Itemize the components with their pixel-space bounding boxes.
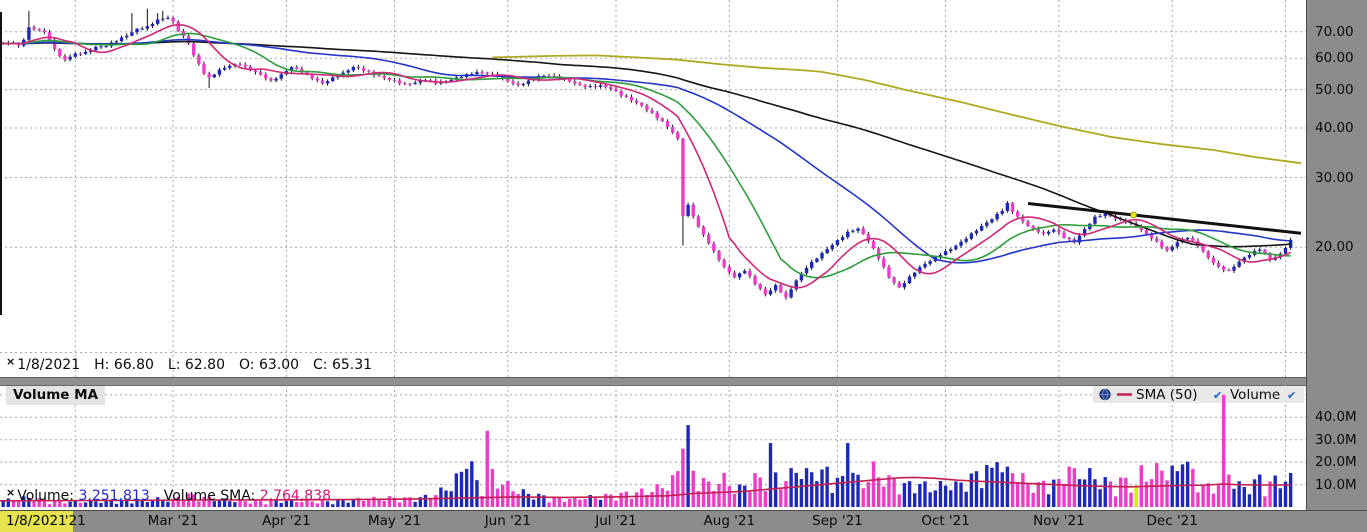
month-label: Jul '21 (595, 513, 637, 529)
price-tick-70: 70.00 (1315, 23, 1354, 40)
legend-volume-label: Volume (1230, 387, 1280, 403)
volume-gridlines (0, 385, 1306, 509)
legend-sma-label: SMA (50) (1136, 387, 1197, 403)
volume-info-row: × Volume: 3,251,813 Volume SMA: 2,764,838 (6, 486, 331, 504)
volume-sma-label: Volume SMA: (163, 488, 256, 504)
globe-icon[interactable] (1099, 388, 1111, 401)
trendline (1027, 201, 1302, 235)
month-label: '21 (64, 513, 86, 529)
price-tick-30: 30.00 (1315, 169, 1354, 186)
volume-tick-10: 10.0M (1315, 476, 1357, 493)
month-label: Dec '21 (1146, 513, 1198, 529)
low-label: L: (167, 357, 181, 373)
selected-date-badge: 1/8/2021 (0, 511, 73, 532)
volume-pane-title: Volume MA (6, 386, 106, 405)
legend-volume-checkbox[interactable]: ✔ (1287, 389, 1296, 402)
volume-tick-40: 40.0M (1315, 409, 1357, 426)
volume-value: 3,251,813 (78, 488, 150, 504)
volume-sma-value: 2,764,838 (259, 488, 331, 504)
month-label: Mar '21 (147, 513, 199, 529)
high-value: 66.80 (113, 357, 154, 373)
price-info-date: 1/8/2021 (17, 357, 81, 373)
price-crosshair-close-icon[interactable]: × (6, 355, 16, 368)
price-tick-50: 50.00 (1315, 81, 1354, 98)
price-tick-40: 40.00 (1315, 120, 1354, 136)
volume-legend: SMA (50) ✔ Volume ✔ (1093, 386, 1304, 403)
close-value: 65.31 (331, 357, 373, 373)
close-label: C: (313, 357, 328, 373)
month-label: Oct '21 (921, 513, 970, 529)
low-value: 62.80 (184, 357, 225, 373)
month-label: Apr '21 (262, 513, 311, 529)
volume-crosshair-close-icon[interactable]: × (6, 486, 16, 499)
price-axis[interactable]: 70.00 60.00 50.00 40.00 30.00 20.00 40.0M 30.0M… (1306, 0, 1367, 532)
month-label: May '21 (368, 513, 422, 529)
price-chart-pane (0, 0, 1306, 377)
open-value: 63.00 (258, 357, 300, 373)
price-tick-20: 20.00 (1315, 239, 1354, 256)
month-label: Nov '21 (1033, 513, 1085, 529)
volume-label: Volume: (17, 488, 75, 504)
price-info-row: × 1/8/2021 H: 66.80 L: 62.80 O: 63.00 C: 65.3… (6, 355, 373, 373)
price-tick-60: 60.00 (1315, 50, 1354, 67)
trendline-handle (1130, 211, 1137, 219)
month-label: Aug '21 (703, 513, 756, 529)
date-axis[interactable]: 1/8/2021 '21 Mar '21 Apr '21 May '21 Jun '21… (0, 510, 1367, 532)
month-label: Jun '21 (484, 513, 531, 529)
pane-separator[interactable] (0, 377, 1367, 386)
volume-sma-line (0, 476, 1291, 502)
volume-bars (1, 394, 1293, 507)
month-label: Sep '21 (812, 513, 863, 529)
high-label: H: (94, 357, 110, 373)
volume-chart-pane: SMA (50) ✔ Volume ✔ (0, 385, 1306, 509)
open-label: O: (238, 357, 255, 373)
volume-tick-20: 20.0M (1315, 454, 1357, 471)
volume-tick-30: 30.0M (1315, 431, 1357, 448)
legend-sma-checkbox[interactable]: ✔ (1213, 389, 1222, 402)
